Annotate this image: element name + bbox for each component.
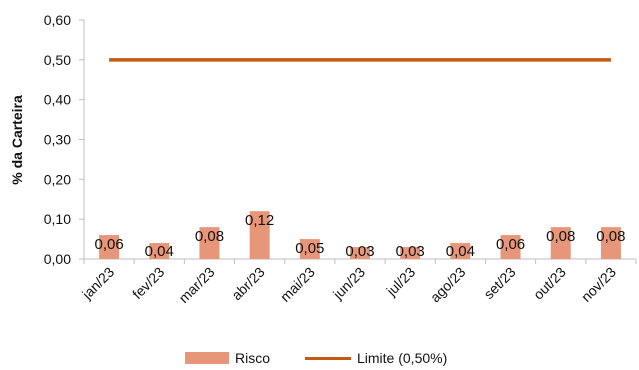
- x-tick-label: set/23: [480, 264, 518, 302]
- bar: [149, 243, 170, 259]
- bar: [500, 235, 521, 259]
- bar: [550, 227, 571, 259]
- bar: [199, 227, 220, 259]
- x-tick-label: ago/23: [427, 264, 469, 306]
- legend-label-risco: Risco: [235, 350, 271, 366]
- data-label: 0,04: [145, 243, 174, 260]
- x-tick-label: mai/23: [277, 264, 318, 305]
- data-label: 0,05: [295, 240, 324, 257]
- x-tick-label: jul/23: [383, 264, 419, 300]
- x-tick-label: fev/23: [129, 264, 167, 302]
- bar: [600, 227, 621, 259]
- legend-label-limite: Limite (0,50%): [357, 350, 448, 366]
- y-tick-label: 0,50: [44, 52, 71, 68]
- x-tick-label: abr/23: [228, 264, 268, 304]
- legend-swatch-risco: [185, 352, 229, 364]
- y-tick-label: 0,20: [44, 171, 71, 187]
- x-tick-label: jun/23: [329, 264, 368, 303]
- bar: [350, 247, 370, 259]
- y-tick-label: 0,10: [44, 211, 71, 227]
- data-label: 0,04: [446, 243, 475, 260]
- x-tick-label: nov/23: [578, 264, 619, 305]
- bar: [99, 235, 120, 259]
- data-label: 0,12: [245, 212, 274, 229]
- legend-item-limite: Limite (0,50%): [305, 350, 447, 366]
- data-label: 0,08: [195, 228, 224, 245]
- legend: Risco Limite (0,50%): [0, 350, 639, 370]
- bar: [249, 211, 270, 259]
- bar: [400, 247, 421, 259]
- y-tick-label: 0,00: [44, 251, 71, 267]
- data-label: 0,08: [596, 228, 625, 245]
- y-tick-label: 0,40: [44, 92, 71, 108]
- x-tick-labels: jan/23 fev/23 mar/23 abr/23 mai/23 jun/23 jul/…: [78, 264, 619, 306]
- data-label: 0,03: [345, 243, 374, 260]
- x-tick-label: mar/23: [175, 264, 217, 306]
- data-label: 0,03: [396, 243, 425, 260]
- y-axis-title: % da Carteira: [9, 95, 25, 185]
- bar: [450, 243, 471, 259]
- x-tick-label: out/23: [530, 264, 569, 303]
- data-label: 0,06: [94, 236, 123, 253]
- legend-item-risco: Risco: [185, 350, 270, 366]
- y-axis-title-group: % da Carteira: [9, 95, 25, 185]
- bar: [299, 239, 320, 259]
- y-tick-labels: 0,00 0,10 0,20 0,30 0,40 0,50 0,60: [44, 12, 71, 267]
- data-label: 0,08: [546, 228, 575, 245]
- data-label: 0,06: [496, 236, 525, 253]
- x-tick-label: jan/23: [78, 264, 117, 303]
- legend-swatch-limite: [305, 356, 351, 360]
- bars: [99, 211, 621, 259]
- y-tick-label: 0,60: [44, 12, 71, 28]
- y-tick-label: 0,30: [44, 132, 71, 148]
- data-labels: 0,06 0,04 0,08 0,12 0,05 0,03 0,03 0,04 0,06 0,08…: [94, 212, 625, 260]
